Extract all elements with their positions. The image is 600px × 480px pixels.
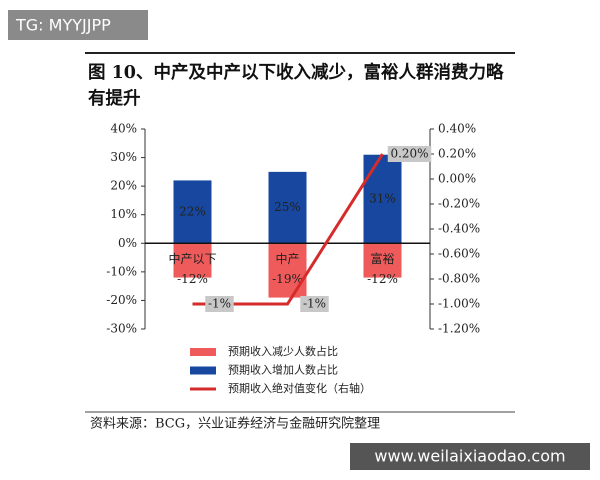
value-label: 22% — [179, 204, 206, 218]
y2-tick-label: -1.20% — [438, 322, 480, 336]
value-label: -12% — [367, 272, 398, 286]
legend-swatch — [190, 366, 216, 375]
y-tick-label: 30% — [110, 150, 137, 164]
watermark-box — [350, 443, 590, 470]
bar — [363, 154, 402, 244]
legend-label: 预期收入增加人数占比 — [228, 363, 338, 377]
y2-tick-label: 0.40% — [438, 122, 476, 136]
y2-tick-label: -0.20% — [438, 197, 480, 211]
y-tick-label: -10% — [106, 264, 137, 278]
value-label: 25% — [274, 200, 301, 214]
y2-tick-label: 0.20% — [438, 147, 476, 161]
y2-tick-label: -0.60% — [438, 247, 480, 261]
value-label-box — [205, 296, 234, 312]
legend-label: 预期收入绝对值变化（右轴） — [228, 381, 371, 395]
value-label-box — [300, 296, 329, 312]
y2-tick-label: -0.40% — [438, 222, 480, 236]
value-label: -12% — [177, 272, 208, 286]
y2-tick-label: 0.00% — [438, 172, 476, 186]
value-label: -1% — [303, 297, 326, 311]
legend-label: 预期收入减少人数占比 — [228, 344, 338, 358]
y-tick-label: 40% — [110, 122, 137, 136]
x-tick-label: 富裕 — [370, 251, 394, 266]
y-tick-label: -20% — [106, 293, 137, 307]
value-label: -1% — [208, 297, 231, 311]
watermark: www.weilaixiaodao.com — [374, 447, 565, 466]
watermark: TG: MYYJJPP — [15, 16, 111, 35]
chart-title: 图 10、中产及中产以下收入减少，富裕人群消费力略有提升 — [88, 63, 504, 109]
bar — [173, 243, 212, 278]
bar — [173, 180, 212, 244]
value-label: 31% — [369, 192, 396, 206]
y2-tick-label: -0.80% — [438, 272, 480, 286]
value-label: -19% — [272, 272, 303, 286]
y-tick-label: -30% — [106, 322, 137, 336]
legend-swatch — [190, 348, 216, 356]
source: 资料来源：BCG，兴业证券经济与金融研究院整理 — [90, 416, 380, 432]
watermark-box — [8, 10, 148, 40]
y2-tick-label: -1.00% — [438, 297, 480, 311]
value-label: 0.20% — [390, 147, 428, 161]
y-tick-label: 10% — [110, 207, 137, 221]
bar — [268, 243, 307, 298]
y-tick-label: 20% — [110, 179, 137, 193]
y-tick-label: 0% — [118, 236, 137, 250]
value-label-box — [387, 146, 432, 162]
bar — [363, 243, 402, 278]
x-tick-label: 中产 — [275, 251, 299, 266]
x-tick-label: 中产以下 — [168, 251, 216, 266]
bar — [268, 171, 307, 244]
